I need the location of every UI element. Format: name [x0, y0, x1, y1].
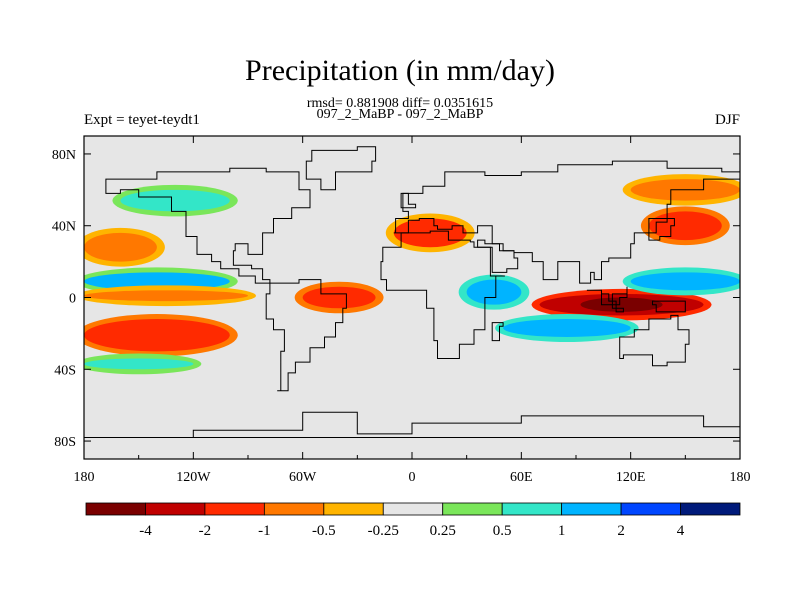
anomaly-band — [302, 286, 376, 309]
x-tick-label: 120E — [616, 470, 646, 485]
axes: 180 120W 60W 0 60E 120E 180 80N 40N 0 40S 80S — [52, 135, 751, 485]
anomaly-band — [84, 358, 194, 370]
coastline — [648, 218, 675, 241]
colorbar-swatch — [501, 502, 563, 516]
colorbar-label: -0.25 — [368, 523, 399, 539]
colorbar-label: -2 — [199, 523, 212, 539]
coastlines — [84, 146, 740, 438]
colorbar-label: 0.25 — [430, 523, 456, 539]
map-area — [84, 136, 740, 459]
anomaly-band — [84, 290, 248, 302]
coastline — [305, 146, 377, 191]
x-tick-label: 180 — [74, 470, 95, 485]
colorbar-swatch — [204, 502, 265, 516]
anomaly-band — [503, 319, 631, 337]
coastline — [105, 167, 311, 284]
anomaly-band — [466, 279, 522, 305]
coastline — [393, 160, 740, 284]
season-label: DJF — [714, 112, 740, 128]
colorbar-swatch — [620, 502, 681, 516]
colorbar-swatch — [263, 502, 325, 516]
colorbar-label: 1 — [558, 523, 566, 539]
coastline — [265, 279, 347, 392]
colorbar: -4 -2 -1 -0.5 -0.25 0.25 0.5 1 2 4 — [85, 502, 741, 539]
chart-title: Precipitation (in mm/day) — [245, 54, 555, 87]
coastline — [611, 286, 628, 306]
experiment-label: Expt = teyet-teydt1 — [84, 112, 200, 128]
case-line: 097_2_MaBP - 097_2_MaBP — [316, 107, 484, 122]
coastline — [477, 239, 519, 273]
colorbar-swatch — [323, 502, 384, 516]
anomaly-band — [630, 272, 740, 291]
colorbar-swatch — [561, 502, 622, 516]
coastline — [652, 300, 686, 313]
x-tick-label: 60E — [510, 470, 533, 485]
anomaly-band — [84, 319, 230, 352]
anomaly-band — [648, 211, 722, 241]
colorbar-label: 0.5 — [493, 523, 512, 539]
coastline — [400, 192, 417, 209]
anomaly-band — [84, 232, 157, 262]
coastline — [619, 314, 690, 367]
colorbar-label: -0.5 — [312, 523, 336, 539]
y-tick-label: 40S — [54, 363, 76, 378]
colorbar-swatch — [382, 502, 444, 516]
colorbar-label: -4 — [139, 523, 152, 539]
y-tick-label: 80N — [52, 148, 76, 163]
colorbar-label: -1 — [258, 523, 271, 539]
anomaly-band — [120, 189, 230, 212]
coastline — [84, 411, 740, 438]
colorbar-swatch — [145, 502, 206, 516]
colorbar-swatch — [85, 502, 146, 516]
y-tick-label: 80S — [54, 435, 76, 450]
x-tick-label: 120W — [176, 470, 211, 485]
coastline — [491, 322, 504, 342]
anomaly-band-core — [580, 297, 663, 312]
colorbar-swatch — [442, 502, 503, 516]
x-tick-label: 60W — [289, 470, 317, 485]
x-tick-label: 180 — [730, 470, 751, 485]
colorbar-label: 2 — [617, 523, 625, 539]
y-tick-label: 0 — [69, 292, 76, 307]
coastline — [380, 230, 505, 359]
colorbar-label: 4 — [677, 523, 685, 539]
coastline — [586, 289, 624, 313]
x-tick-label: 0 — [409, 470, 416, 485]
stats-line: rmsd= 0.881908 diff= 0.0351615 — [306, 96, 494, 111]
y-tick-label: 40N — [52, 220, 76, 235]
colorbar-swatch — [680, 502, 741, 516]
